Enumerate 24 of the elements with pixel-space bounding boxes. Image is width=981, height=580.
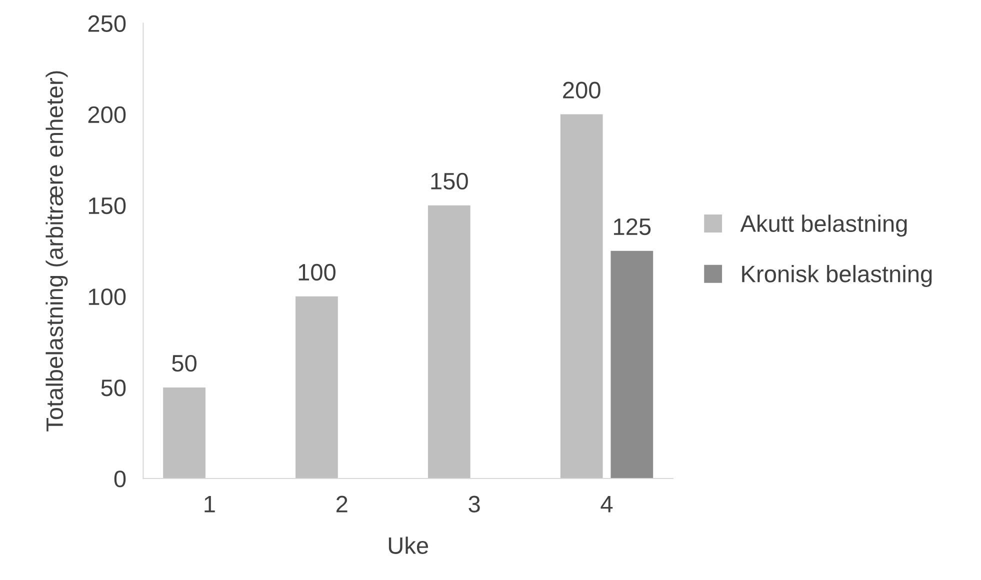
y-tick-label: 250 bbox=[88, 15, 126, 32]
bar bbox=[428, 205, 470, 478]
legend-label: Akutt belastning bbox=[740, 214, 907, 237]
data-label: 125 bbox=[614, 218, 651, 236]
legend-label: Kronisk belastning bbox=[742, 265, 932, 288]
x-tick-label: 1 bbox=[204, 496, 215, 512]
y-tick-label: 100 bbox=[88, 288, 126, 306]
x-axis-title: Uke bbox=[388, 536, 428, 554]
data-label: 150 bbox=[431, 172, 468, 190]
y-axis-title: Totalbelastning (arbitrære enheter) bbox=[46, 71, 68, 432]
y-tick-label: 50 bbox=[101, 380, 126, 396]
y-tick-label: 150 bbox=[88, 197, 126, 214]
data-label: 200 bbox=[563, 82, 600, 98]
bar bbox=[296, 296, 338, 478]
x-tick-label: 2 bbox=[336, 496, 348, 512]
x-tick-label: 4 bbox=[600, 496, 613, 512]
bar bbox=[163, 387, 206, 478]
bar bbox=[560, 114, 603, 478]
data-label: 100 bbox=[298, 264, 336, 281]
bar bbox=[610, 250, 654, 478]
data-label: 50 bbox=[172, 354, 196, 372]
y-tick-label: 0 bbox=[114, 470, 126, 488]
x-tick-label: 3 bbox=[468, 496, 480, 513]
y-tick-label: 200 bbox=[88, 106, 126, 124]
